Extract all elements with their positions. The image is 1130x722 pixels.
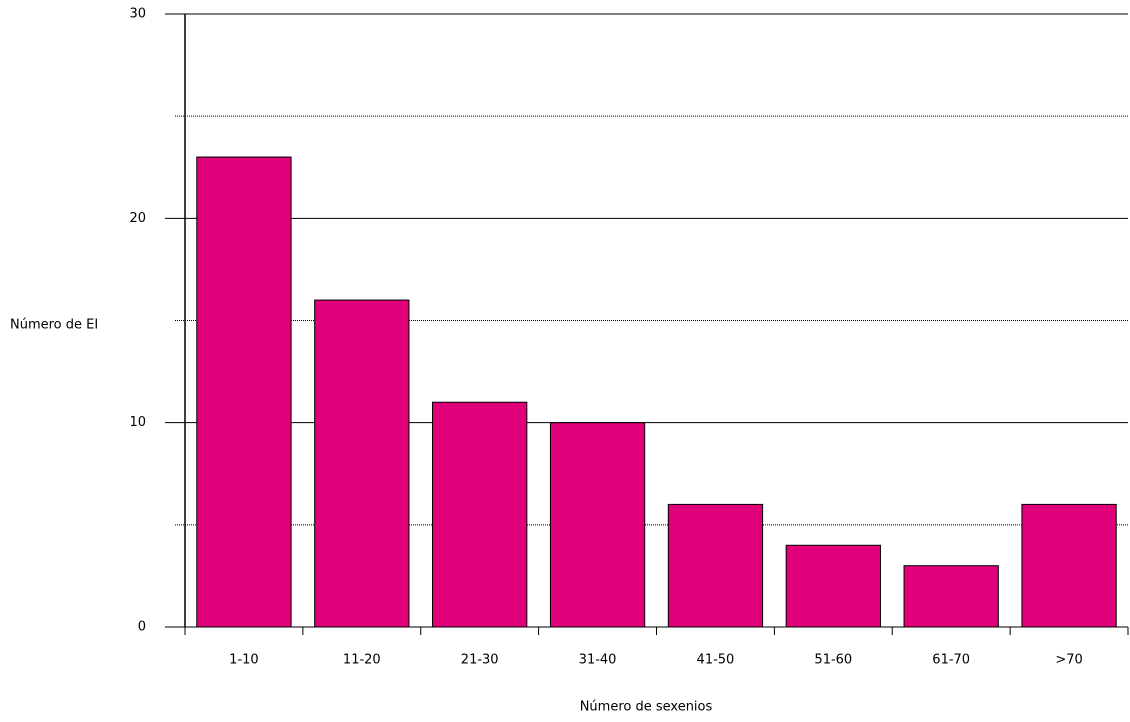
x-tick-label: >70 (1055, 653, 1082, 668)
bar (903, 565, 999, 628)
bar (1021, 503, 1117, 628)
x-tick-label: 51-60 (814, 653, 852, 668)
y-axis-label: Número de EI (10, 318, 98, 333)
x-axis-label: Número de sexenios (580, 700, 713, 715)
x-tick-label: 11-20 (343, 653, 381, 668)
x-tick-label: 61-70 (932, 653, 970, 668)
x-tick-label: 41-50 (697, 653, 735, 668)
x-tick-label: 31-40 (579, 653, 617, 668)
bar (549, 422, 646, 628)
y-tick-label: 30 (129, 7, 146, 22)
x-tick-labels: 1-10 11-20 21-30 31-40 41-50 51-60 61-70 >70 (229, 653, 1083, 668)
grid-lines (165, 13, 1128, 526)
x-tick-label: 1-10 (229, 653, 259, 668)
bar (785, 544, 881, 628)
axes (165, 14, 1129, 635)
y-tick-label: 0 (138, 620, 146, 635)
x-tick-label: 21-30 (461, 653, 499, 668)
y-tick-label: 20 (129, 211, 146, 226)
bar (196, 156, 292, 628)
bar (432, 401, 528, 628)
bar (314, 299, 410, 628)
bar (667, 503, 764, 628)
y-tick-labels: 0 10 20 30 (129, 7, 146, 635)
bars (196, 156, 1117, 628)
y-tick-label: 10 (129, 415, 146, 430)
